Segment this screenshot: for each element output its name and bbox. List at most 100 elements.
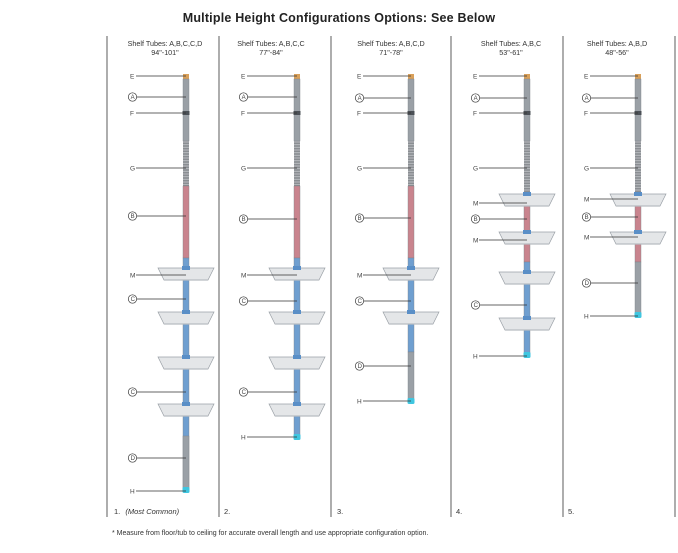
tube-d xyxy=(634,261,642,315)
part-label-m: M xyxy=(130,272,135,279)
part-callout-circle xyxy=(354,361,365,371)
part-label-m: M xyxy=(357,272,362,279)
tube-a xyxy=(293,78,301,142)
part-label-d: D xyxy=(358,364,363,370)
tube-a xyxy=(407,78,415,142)
config-1-tubes: Shelf Tubes: A,B,C,C,D xyxy=(127,39,203,48)
shelf-caddy xyxy=(268,402,326,417)
tube-a xyxy=(634,78,642,142)
part-label-e: E xyxy=(130,73,135,80)
shelf-clamp xyxy=(293,355,301,359)
part-label-c: C xyxy=(242,299,247,305)
shelf-clamp xyxy=(293,266,301,270)
part-label-e: E xyxy=(584,73,589,80)
shelf-caddy xyxy=(498,230,556,245)
part-callout-circle xyxy=(238,214,249,224)
shelf-clamp xyxy=(293,310,301,314)
part-callout-circle xyxy=(470,214,481,224)
shelf-caddy xyxy=(157,310,215,325)
part-label-g: G xyxy=(357,165,362,172)
shelf-caddy xyxy=(498,192,556,207)
config-1-note: (Most Common) xyxy=(125,507,180,516)
part-callout-circle xyxy=(581,212,592,222)
shelf-caddy xyxy=(268,266,326,281)
part-label-f: F xyxy=(130,110,134,117)
part-label-d: D xyxy=(585,281,590,287)
spring-tube xyxy=(183,141,189,186)
config-2-header: Shelf Tubes: A,B,C,C 77"-84" xyxy=(216,39,326,57)
tube-b xyxy=(293,185,301,259)
shelf-caddy xyxy=(498,270,556,285)
part-callout-circle xyxy=(238,92,249,102)
shelf-clamp xyxy=(523,192,531,196)
part-label-a: A xyxy=(358,96,362,102)
config-5-header: Shelf Tubes: A,B,D 48"-56" xyxy=(562,39,672,57)
part-label-m: M xyxy=(473,237,478,244)
part-label-c: C xyxy=(358,299,363,305)
part-callout-circle xyxy=(127,92,138,102)
shelf-clamp xyxy=(523,230,531,234)
shelf-clamp xyxy=(407,266,415,270)
shelf-clamp xyxy=(182,266,190,270)
part-label-c: C xyxy=(131,297,136,303)
spring-tube xyxy=(408,141,414,186)
config-1-header: Shelf Tubes: A,B,C,C,D 94"-101" xyxy=(110,39,220,57)
config-2-tubes: Shelf Tubes: A,B,C,C xyxy=(237,39,305,48)
part-label-g: G xyxy=(130,165,135,172)
part-label-a: A xyxy=(242,95,246,101)
part-label-c: C xyxy=(474,303,479,309)
config-5-range: 48"-56" xyxy=(605,48,629,57)
shelf-clamp xyxy=(182,402,190,406)
part-callout-circle xyxy=(238,387,249,397)
part-label-m: M xyxy=(241,272,246,279)
config-3-number: 3. xyxy=(337,507,344,516)
foot-cap xyxy=(523,352,531,358)
part-label-b: B xyxy=(358,216,362,222)
part-label-h: H xyxy=(473,353,478,360)
shelf-caddy xyxy=(268,310,326,325)
part-label-b: B xyxy=(131,214,135,220)
shelf-caddy xyxy=(157,266,215,281)
column-dividers xyxy=(106,36,676,517)
part-label-h: H xyxy=(130,488,135,495)
part-label-a: A xyxy=(474,96,478,102)
part-callout-circle xyxy=(127,211,138,221)
part-callout-circle xyxy=(127,294,138,304)
config-4-range: 53"-61" xyxy=(499,48,523,57)
top-cap xyxy=(183,74,189,79)
part-label-a: A xyxy=(585,96,589,102)
part-label-e: E xyxy=(473,73,478,80)
shelf-caddy xyxy=(157,402,215,417)
part-label-f: F xyxy=(473,110,477,117)
spring-tube xyxy=(294,141,300,186)
part-callout-circle xyxy=(354,93,365,103)
part-label-a: A xyxy=(131,95,135,101)
part-label-h: H xyxy=(241,434,246,441)
top-cap xyxy=(635,74,641,79)
tube-b xyxy=(182,185,190,259)
tube-a xyxy=(182,78,190,142)
part-label-f: F xyxy=(584,110,588,117)
config-4-number: 4. xyxy=(456,507,463,516)
part-label-d: D xyxy=(131,456,136,462)
shelf-clamp xyxy=(523,316,531,320)
part-callout-circle xyxy=(581,93,592,103)
shelf-clamp xyxy=(634,230,642,234)
part-callout-circle xyxy=(354,213,365,223)
part-label-m: M xyxy=(584,234,589,241)
part-label-m: M xyxy=(584,196,589,203)
shelf-clamp xyxy=(523,270,531,274)
config-1-number: 1. xyxy=(114,507,121,516)
config-5-tubes: Shelf Tubes: A,B,D xyxy=(586,39,648,48)
config-3-range: 71"-78" xyxy=(379,48,403,57)
config-1-number-row: 1. (Most Common) xyxy=(114,507,179,516)
part-label-b: B xyxy=(585,215,589,221)
footnote: * Measure from floor/tub to ceiling for … xyxy=(112,530,429,537)
part-callout-circle xyxy=(127,387,138,397)
config-3-header: Shelf Tubes: A,B,C,D 71"-78" xyxy=(336,39,446,57)
shelf-clamp xyxy=(407,310,415,314)
spring-tube xyxy=(635,141,641,192)
shelf-caddy xyxy=(382,266,440,281)
part-label-h: H xyxy=(584,313,589,320)
